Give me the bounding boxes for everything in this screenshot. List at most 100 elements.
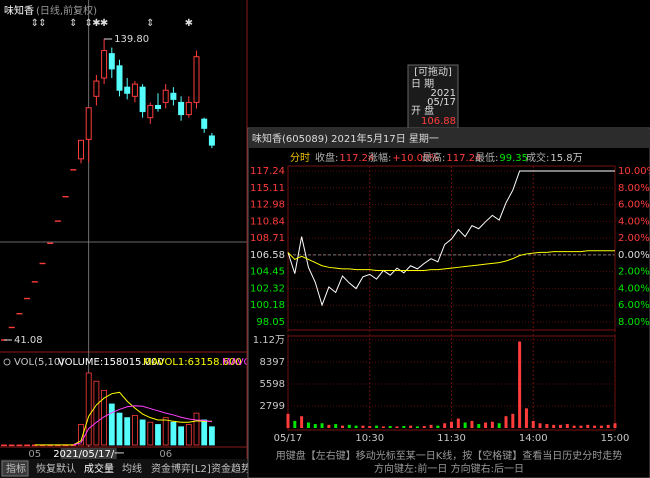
stat-value: 15.8万 xyxy=(550,153,582,164)
volume-bar xyxy=(208,426,215,446)
volume-bar xyxy=(8,444,15,447)
date-label: 2021/05/17/一 xyxy=(53,449,124,460)
intraday-line xyxy=(287,170,615,307)
event-flag[interactable]: ✱ xyxy=(185,18,193,29)
candle-body xyxy=(147,104,154,119)
volume-bar xyxy=(147,421,154,446)
volume-tick-label: 8397 xyxy=(260,357,285,368)
tab[interactable]: 成交量 xyxy=(84,462,114,475)
volume-bar xyxy=(484,422,488,428)
pct-tick-label: 6.00% xyxy=(618,200,650,211)
tab[interactable]: 均线 xyxy=(122,462,142,475)
volume-bar xyxy=(139,419,146,446)
volume-legend: MAVOL1:63158.600 xyxy=(143,357,242,368)
volume-bar xyxy=(450,421,453,428)
candle-body xyxy=(93,80,100,97)
event-flag[interactable]: ⇕ xyxy=(85,18,93,29)
volume-bar xyxy=(327,424,331,428)
stat-label: 最低: xyxy=(475,151,498,164)
price-tick-label: 110.84 xyxy=(250,216,285,227)
volume-bar xyxy=(395,426,399,428)
candle-body xyxy=(101,50,108,79)
volume-bar xyxy=(93,380,100,446)
volume-bar xyxy=(497,423,501,428)
volume-bar xyxy=(463,422,467,428)
volume-bar xyxy=(101,389,107,446)
crosshair-date-box xyxy=(60,448,117,459)
stat-value: 117.24 xyxy=(339,153,374,164)
event-flag[interactable]: ✱ xyxy=(100,18,108,29)
pct-tick-label: 2.00% xyxy=(618,233,650,244)
candle-body xyxy=(208,135,215,146)
volume-bar xyxy=(170,421,177,446)
tab[interactable]: 资金趋势 xyxy=(211,462,251,475)
stat-label: 收盘: xyxy=(315,151,338,164)
volume-bar xyxy=(593,425,597,428)
volume-bar xyxy=(320,423,324,428)
volume-bar xyxy=(108,403,115,446)
intraday-tab[interactable]: 分时 xyxy=(290,152,310,164)
event-flag[interactable]: ⇕ xyxy=(69,18,77,29)
tab[interactable]: 资金博弈[L2] xyxy=(151,462,211,475)
volume-bar xyxy=(78,424,84,446)
candle-body xyxy=(170,92,177,100)
price-tick-label: 108.71 xyxy=(250,233,285,244)
volume-bar xyxy=(436,425,440,428)
volume-bar xyxy=(565,424,569,428)
volume-bar xyxy=(1,444,7,447)
volume-bar xyxy=(511,413,515,428)
event-flag[interactable]: ⇕ xyxy=(31,18,39,29)
time-tick-label: 05/17 xyxy=(274,433,303,444)
indicator-icon[interactable] xyxy=(3,358,11,366)
info-box-frame xyxy=(407,64,459,132)
volume-bar xyxy=(504,416,508,428)
volume-bar xyxy=(545,424,549,428)
pct-tick-label: 8.00% xyxy=(618,183,650,194)
volume-bar xyxy=(162,417,169,446)
volume-bar xyxy=(524,408,528,428)
tab-selected xyxy=(1,460,29,477)
time-tick-label: 10:30 xyxy=(355,433,384,444)
stock-name: 味知香 xyxy=(4,4,34,17)
volume-ma-line xyxy=(34,391,212,446)
intraday-popup: 味知香(605089) 2021年5月17日 星期一 用键盘【左右键】移动光标至… xyxy=(247,127,650,478)
tab[interactable]: 恢复默认 xyxy=(36,462,76,475)
volume-bar xyxy=(178,426,185,446)
volume-legend: MAVOL2:6 xyxy=(222,357,273,368)
stat-label: 涨幅: xyxy=(368,151,391,164)
info-label: 开 盘 xyxy=(411,104,434,117)
event-flag[interactable]: ⇕ xyxy=(38,18,46,29)
price-tick-label: 106.58 xyxy=(250,250,285,261)
event-flag[interactable]: ✱ xyxy=(92,18,100,29)
volume-tick-label: 2799 xyxy=(260,401,285,412)
volume-bar xyxy=(518,341,522,428)
volume-bar xyxy=(116,412,123,446)
stat-value: +10.00% xyxy=(392,153,439,164)
price-tick-label: 115.11 xyxy=(250,183,285,194)
volume-bar xyxy=(131,414,138,446)
event-flag[interactable]: ⇕ xyxy=(146,18,154,29)
popup-titlebar[interactable] xyxy=(249,129,649,148)
kline-panel: 味知香 (日线,前复权) ⇕ ⇕ ⇕ ⇕ ✱ ✱ ⇕ ✱139.8041.08VOL(5,10… xyxy=(0,0,273,460)
volume-bar xyxy=(155,424,161,446)
volume-bar xyxy=(552,424,556,428)
volume-bar xyxy=(456,418,460,428)
volume-bar xyxy=(361,425,365,428)
candle-body xyxy=(116,65,123,91)
info-value: 106.88 xyxy=(421,116,456,127)
volume-bar xyxy=(538,423,542,428)
candle-body xyxy=(193,56,200,103)
volume-bar xyxy=(402,426,406,428)
volume-bar xyxy=(201,419,208,446)
price-tick-label: 104.45 xyxy=(250,267,285,278)
volume-legend: VOLUME:158015.000 xyxy=(58,357,164,368)
volume-bar xyxy=(490,421,494,428)
volume-bar xyxy=(313,424,317,428)
volume-bar xyxy=(599,425,603,428)
volume-legend: VOL(5,10) xyxy=(14,357,64,368)
volume-bar xyxy=(443,423,447,428)
price-tick-label: 117.24 xyxy=(250,166,285,177)
volume-bar xyxy=(470,420,474,428)
tab[interactable]: 指标 xyxy=(6,462,26,475)
